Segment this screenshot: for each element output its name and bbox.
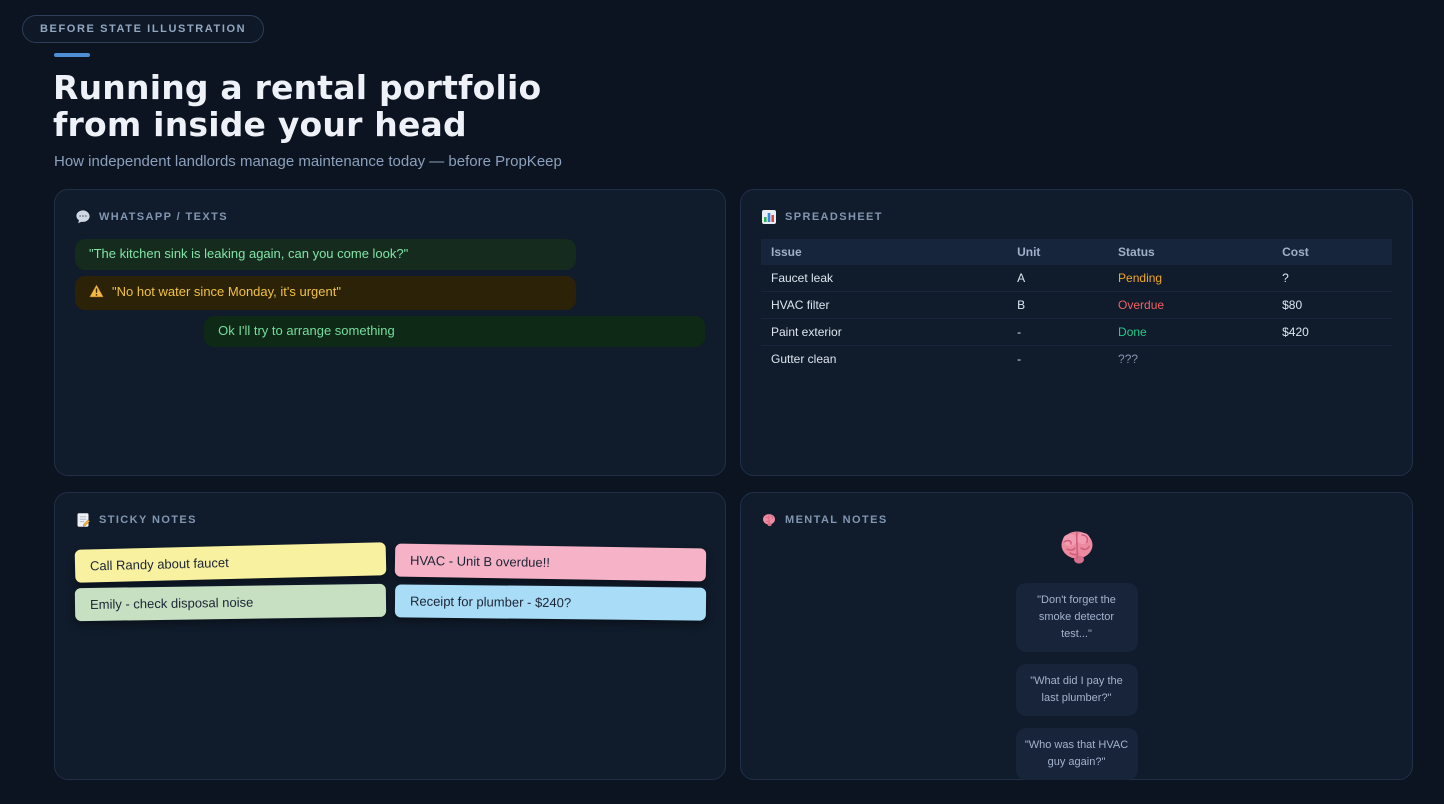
sticky-note-pink: HVAC - Unit B overdue!! <box>394 543 706 582</box>
cell-unit: - <box>1007 318 1109 346</box>
cell-status: ??? <box>1118 351 1139 366</box>
chat-message-landlord: Ok I'll try to arrange something <box>204 315 705 347</box>
whatsapp-panel-title: WHATSAPP / TEXTS <box>99 210 228 223</box>
sticky-notes-panel: STICKY NOTES Call Randy about faucet HVA… <box>54 491 726 780</box>
page-title-line2: from inside your head <box>53 104 467 144</box>
cell-issue: Paint exterior <box>761 318 1008 346</box>
cell-cost: $420 <box>1272 318 1392 346</box>
cell-status: Done <box>1108 318 1273 346</box>
table-header-row: Issue Unit Status Cost <box>761 238 1392 265</box>
bar-chart-icon <box>761 209 777 225</box>
cell-unit: B <box>1007 291 1109 319</box>
table-row: HVAC filter B Overdue $80 <box>761 291 1392 319</box>
chat-message-urgent: "No hot water since Monday, it's urgent" <box>75 275 576 310</box>
warning-icon <box>89 284 104 302</box>
column-header-issue: Issue <box>761 238 1008 265</box>
mental-notes-body: "Don't forget the smoke detector test...… <box>761 528 1392 786</box>
panels-grid: WHATSAPP / TEXTS "The kitchen sink is le… <box>54 188 1413 781</box>
maintenance-table: Issue Unit Status Cost Faucet leak A Pen… <box>761 238 1392 372</box>
cell-cost: $80 <box>1272 291 1392 319</box>
page-header: BEFORE STATE ILLUSTRATION Running a rent… <box>22 15 1413 170</box>
mental-notes-panel: MENTAL NOTES "Don't forget the smoke det… <box>740 491 1413 781</box>
sticky-notes-grid: Call Randy about faucet HVAC - Unit B ov… <box>74 542 706 622</box>
thought-bubble: "What did I pay the last plumber?" <box>1015 664 1138 717</box>
cell-issue: Faucet leak <box>761 264 1008 292</box>
cell-issue: Gutter clean <box>771 351 837 366</box>
brain-icon <box>761 512 777 528</box>
thought-bubble: "Don't forget the smoke detector test...… <box>1015 582 1138 653</box>
mental-notes-panel-title: MENTAL NOTES <box>785 513 888 526</box>
accent-line <box>54 53 90 57</box>
spreadsheet-panel: SPREADSHEET Issue Unit Status Cost Fauce… <box>740 188 1413 476</box>
sticky-note-yellow: Call Randy about faucet <box>74 542 386 583</box>
sticky-notes-panel-header: STICKY NOTES <box>75 512 705 528</box>
mental-notes-panel-header: MENTAL NOTES <box>761 512 1392 528</box>
sticky-note-green: Emily - check disposal noise <box>74 583 386 622</box>
cell-unit: - <box>1017 351 1022 366</box>
sticky-notes-panel-title: STICKY NOTES <box>99 513 197 526</box>
cell-status: Pending <box>1108 264 1273 292</box>
thought-bubble: "Who was that HVAC guy again?" <box>1015 728 1138 781</box>
cell-status: Overdue <box>1108 291 1273 319</box>
chat-message-tenant: "The kitchen sink is leaking again, can … <box>75 238 576 270</box>
speech-balloon-icon <box>75 209 91 225</box>
column-header-unit: Unit <box>1007 238 1109 265</box>
chat-thread: "The kitchen sink is leaking again, can … <box>75 238 705 347</box>
page-subtitle: How independent landlords manage mainten… <box>54 152 562 170</box>
cell-cost <box>1272 345 1392 372</box>
column-header-cost: Cost <box>1272 238 1392 265</box>
whatsapp-panel: WHATSAPP / TEXTS "The kitchen sink is le… <box>54 188 726 476</box>
whatsapp-panel-header: WHATSAPP / TEXTS <box>75 209 705 225</box>
column-header-status: Status <box>1108 238 1273 265</box>
brain-large-icon <box>1056 528 1098 571</box>
spreadsheet-panel-header: SPREADSHEET <box>761 209 1392 225</box>
table-row: Gutter clean - ??? <box>761 345 1392 372</box>
cell-issue: HVAC filter <box>761 291 1008 319</box>
status-badge: BEFORE STATE ILLUSTRATION <box>22 15 265 43</box>
table-row: Paint exterior - Done $420 <box>761 318 1392 346</box>
page-title-line1: Running a rental portfolio <box>53 68 542 107</box>
memo-icon <box>75 512 91 528</box>
spreadsheet-panel-title: SPREADSHEET <box>785 210 883 223</box>
cell-cost: ? <box>1272 264 1392 292</box>
table-row: Faucet leak A Pending ? <box>761 264 1392 292</box>
sticky-note-blue: Receipt for plumber - $240? <box>394 584 706 621</box>
cell-unit: A <box>1007 264 1109 292</box>
page-title: Running a rental portfolio from inside y… <box>53 68 1413 144</box>
chat-message-urgent-text: "No hot water since Monday, it's urgent" <box>112 284 341 300</box>
